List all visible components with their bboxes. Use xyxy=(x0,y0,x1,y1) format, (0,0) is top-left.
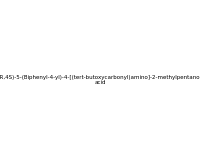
Text: (2R,4S)-5-(Biphenyl-4-yl)-4-[(tert-butoxycarbonyl)amino]-2-methylpentanoic acid: (2R,4S)-5-(Biphenyl-4-yl)-4-[(tert-butox… xyxy=(0,75,200,85)
